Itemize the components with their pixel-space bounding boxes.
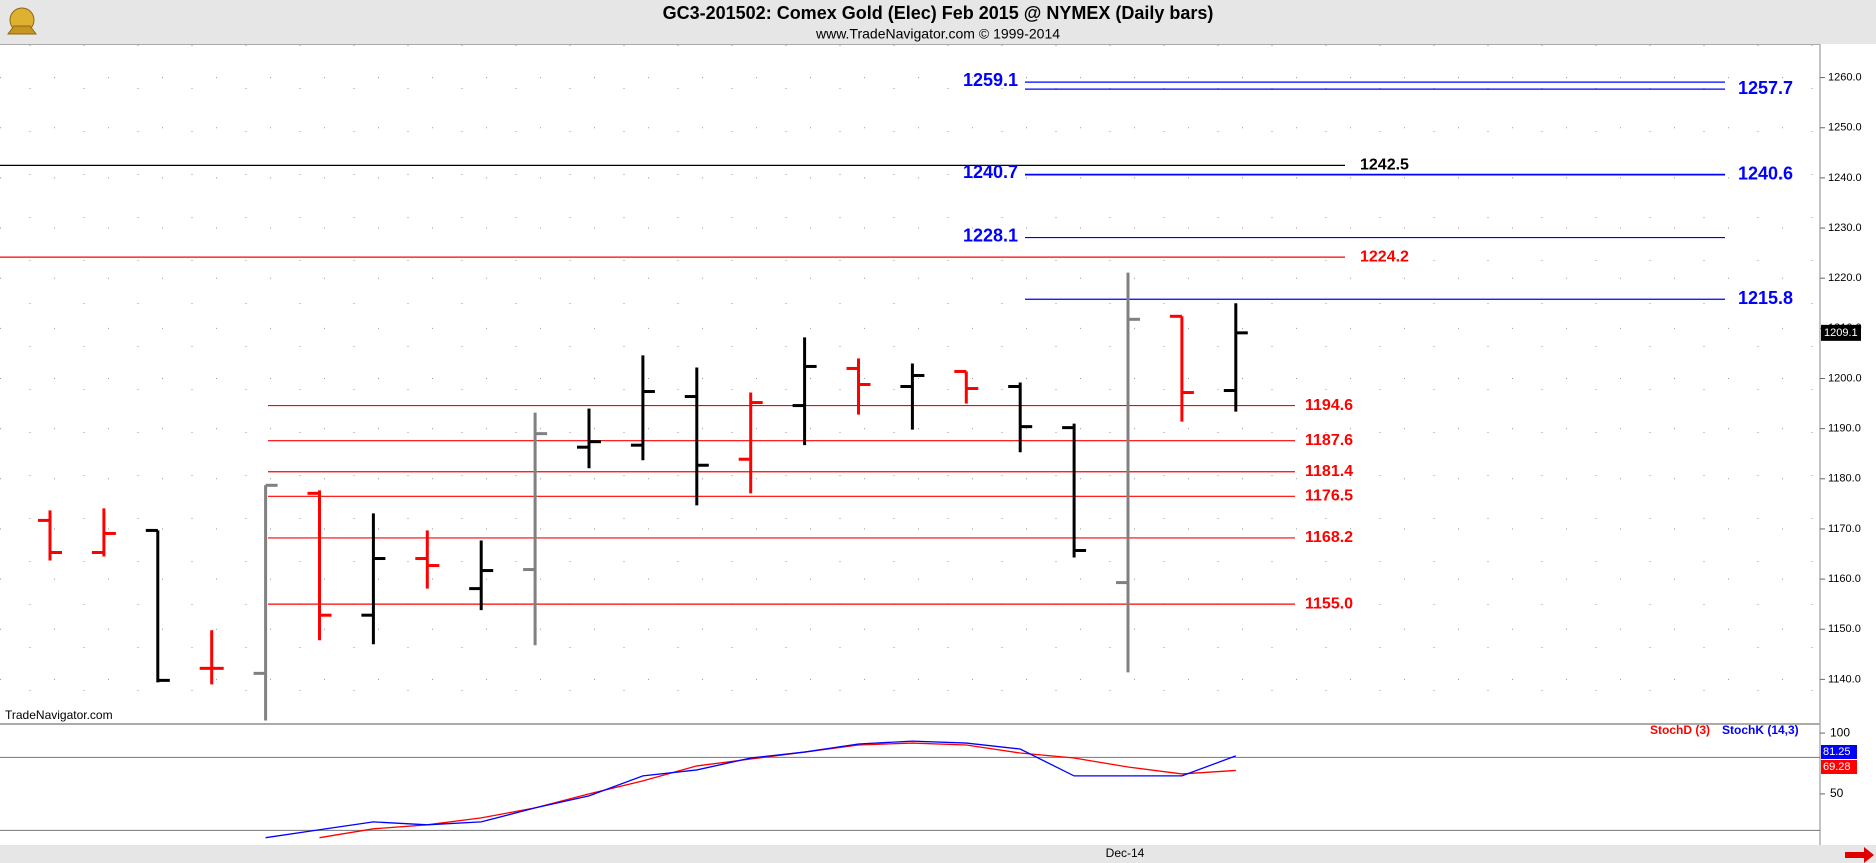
y-tick-label: 1170.0	[1828, 523, 1861, 535]
stoch-line	[265, 740, 1237, 839]
y-tick-label: 1140.0	[1828, 673, 1861, 685]
level-label: 1259.1	[963, 70, 1018, 90]
y-tick-label: 1190.0	[1828, 423, 1861, 435]
last-price: 1209.1	[1824, 327, 1858, 339]
scroll-arrow[interactable]	[1845, 847, 1874, 863]
level-label: 1215.8	[1738, 288, 1793, 308]
y-tick-label: 1220.0	[1828, 272, 1862, 284]
axis-bg	[1820, 44, 1876, 845]
y-tick-label: 1240.0	[1828, 172, 1862, 184]
level-label: 1155.0	[1305, 595, 1353, 612]
level-label: 1224.2	[1360, 248, 1409, 265]
last-price-box	[1821, 324, 1861, 341]
y-tick-label: 1260.0	[1828, 72, 1862, 84]
level-label: 1240.7	[963, 162, 1018, 182]
last-value: 69.28	[1823, 761, 1851, 773]
legend-entry: StochD (3)	[1650, 723, 1710, 737]
last-value-box	[1821, 760, 1857, 774]
level-label: 1228.1	[963, 225, 1018, 245]
level-label: 1242.5	[1360, 157, 1409, 174]
level-label: 1240.6	[1738, 164, 1793, 184]
footer-bg	[0, 845, 1876, 863]
x-label: Dec-14	[1106, 846, 1145, 860]
level-label: 1181.4	[1305, 463, 1353, 480]
y-tick-label: 1180.0	[1828, 473, 1861, 485]
level-label: 1187.6	[1305, 432, 1353, 449]
stoch-lines	[265, 740, 1237, 839]
y-tick-label: 100	[1830, 725, 1850, 739]
level-label: 1194.6	[1305, 397, 1353, 414]
y-tick-label: 1250.0	[1828, 122, 1862, 134]
y-tick-label: 1160.0	[1828, 573, 1861, 585]
title: GC3-201502: Comex Gold (Elec) Feb 2015 @…	[663, 3, 1214, 23]
logo	[7, 7, 37, 35]
legend-entry: StochK (14,3)	[1722, 723, 1799, 737]
watermark: TradeNavigator.com	[5, 708, 113, 722]
subtitle: www.TradeNavigator.com © 1999-2014	[815, 26, 1060, 42]
last-value-box	[1821, 745, 1857, 759]
y-tick-label: 1150.0	[1828, 623, 1861, 635]
y-tick-label: 1230.0	[1828, 222, 1862, 234]
header-bg	[0, 0, 1876, 44]
level-label: 1176.5	[1305, 488, 1353, 505]
y-tick-label: 50	[1830, 786, 1844, 800]
level-label: 1168.2	[1305, 529, 1353, 546]
level-label: 1257.7	[1738, 78, 1793, 98]
y-tick-label: 1200.0	[1828, 372, 1862, 384]
last-value: 81.25	[1823, 746, 1851, 758]
